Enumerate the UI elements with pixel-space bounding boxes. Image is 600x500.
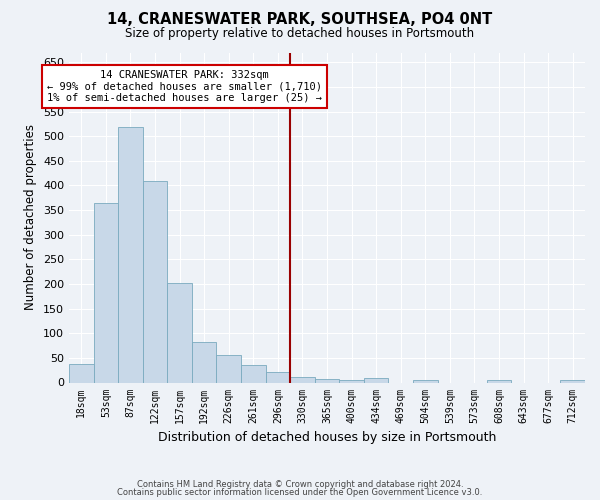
- Bar: [290, 376, 315, 382]
- Bar: [487, 380, 511, 382]
- Bar: [413, 380, 437, 382]
- Text: 14 CRANESWATER PARK: 332sqm
← 99% of detached houses are smaller (1,710)
1% of s: 14 CRANESWATER PARK: 332sqm ← 99% of det…: [47, 70, 322, 103]
- Bar: [364, 378, 388, 382]
- Bar: [143, 180, 167, 382]
- Text: 14, CRANESWATER PARK, SOUTHSEA, PO4 0NT: 14, CRANESWATER PARK, SOUTHSEA, PO4 0NT: [107, 12, 493, 28]
- Bar: [94, 202, 118, 382]
- Text: Size of property relative to detached houses in Portsmouth: Size of property relative to detached ho…: [125, 28, 475, 40]
- Bar: [315, 378, 339, 382]
- Bar: [192, 342, 217, 382]
- Bar: [167, 282, 192, 382]
- Text: Contains public sector information licensed under the Open Government Licence v3: Contains public sector information licen…: [118, 488, 482, 497]
- Bar: [217, 356, 241, 382]
- Y-axis label: Number of detached properties: Number of detached properties: [25, 124, 37, 310]
- Bar: [266, 372, 290, 382]
- Text: Contains HM Land Registry data © Crown copyright and database right 2024.: Contains HM Land Registry data © Crown c…: [137, 480, 463, 489]
- Bar: [241, 366, 266, 382]
- X-axis label: Distribution of detached houses by size in Portsmouth: Distribution of detached houses by size …: [158, 431, 496, 444]
- Bar: [560, 380, 585, 382]
- Bar: [339, 380, 364, 382]
- Bar: [118, 128, 143, 382]
- Bar: [69, 364, 94, 382]
